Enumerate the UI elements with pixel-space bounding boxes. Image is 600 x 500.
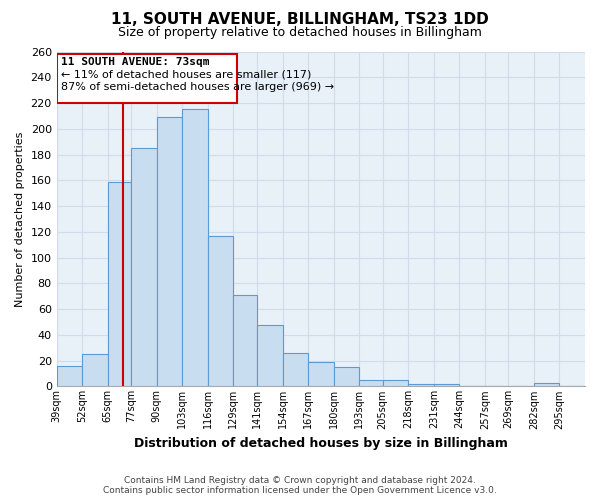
Bar xyxy=(283,353,308,386)
Text: 11, SOUTH AVENUE, BILLINGHAM, TS23 1DD: 11, SOUTH AVENUE, BILLINGHAM, TS23 1DD xyxy=(111,12,489,28)
Text: Contains public sector information licensed under the Open Government Licence v3: Contains public sector information licen… xyxy=(103,486,497,495)
Bar xyxy=(131,148,157,386)
X-axis label: Distribution of detached houses by size in Billingham: Distribution of detached houses by size … xyxy=(134,437,508,450)
Bar xyxy=(182,110,208,386)
Text: 87% of semi-detached houses are larger (969) →: 87% of semi-detached houses are larger (… xyxy=(61,82,334,92)
Text: 11 SOUTH AVENUE: 73sqm: 11 SOUTH AVENUE: 73sqm xyxy=(61,56,209,66)
Text: Size of property relative to detached houses in Billingham: Size of property relative to detached ho… xyxy=(118,26,482,39)
Bar xyxy=(82,354,108,386)
Y-axis label: Number of detached properties: Number of detached properties xyxy=(15,132,25,306)
Bar xyxy=(208,236,233,386)
Bar xyxy=(534,382,559,386)
Bar xyxy=(308,362,334,386)
Bar xyxy=(434,384,459,386)
Text: ← 11% of detached houses are smaller (117): ← 11% of detached houses are smaller (11… xyxy=(61,70,311,80)
Bar xyxy=(108,182,131,386)
FancyBboxPatch shape xyxy=(56,54,238,103)
Bar xyxy=(233,295,257,386)
Bar xyxy=(408,384,434,386)
Bar xyxy=(56,366,82,386)
Bar xyxy=(334,367,359,386)
Text: Contains HM Land Registry data © Crown copyright and database right 2024.: Contains HM Land Registry data © Crown c… xyxy=(124,476,476,485)
Bar xyxy=(157,117,182,386)
Bar xyxy=(359,380,383,386)
Bar xyxy=(383,380,408,386)
Bar xyxy=(257,324,283,386)
